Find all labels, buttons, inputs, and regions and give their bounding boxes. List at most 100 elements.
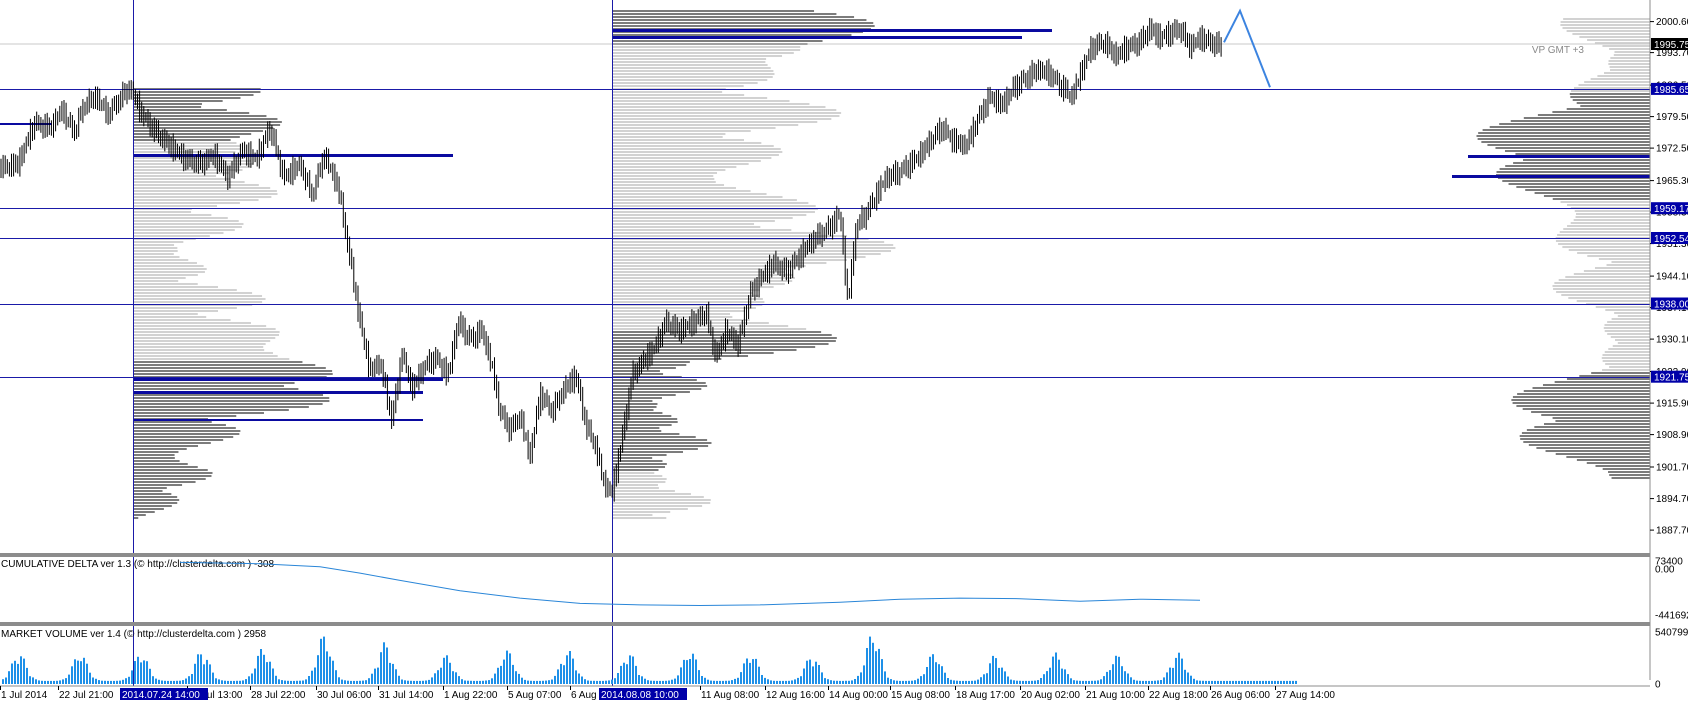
volume-bar <box>491 678 493 684</box>
volume-bar <box>647 680 649 684</box>
volume-profile-2-row <box>612 217 793 219</box>
volume-bar <box>1250 680 1252 684</box>
volume-profile-2-row <box>612 397 662 399</box>
volume-bar <box>1061 668 1063 684</box>
volume-bar <box>311 670 313 684</box>
volume-bar <box>515 671 517 684</box>
volume-bar <box>344 680 346 684</box>
volume-bar <box>359 680 361 684</box>
volume-profile-1-row <box>133 283 198 285</box>
right-profile-row <box>1572 33 1650 35</box>
volume-profile-2-row <box>612 505 703 507</box>
right-profile-row <box>1555 453 1650 455</box>
volume-profile-1-row <box>133 406 309 408</box>
time-tick-label: 14 Aug 00:00 <box>829 690 888 701</box>
volume-bar <box>566 655 568 684</box>
volume-bar <box>1244 680 1246 684</box>
volume-bar <box>1115 655 1117 684</box>
volume-bar <box>194 663 196 684</box>
cumulative-delta-line <box>179 561 1201 607</box>
volume-bar <box>128 676 130 684</box>
volume-bar <box>407 680 409 684</box>
volume-bar <box>308 676 310 684</box>
volume-profile-1-row <box>133 106 202 108</box>
time-tick-label: 31 Jul 14:00 <box>379 690 434 701</box>
volume-profile-1-row <box>133 511 155 513</box>
volume-profile-1-row <box>133 205 217 207</box>
volume-profile-2-row <box>612 223 755 225</box>
volume-bar <box>482 680 484 684</box>
volume-profile-1-row <box>133 487 167 489</box>
volume-bar <box>953 680 955 684</box>
volume-bar <box>590 680 592 684</box>
volume-bar <box>542 680 544 684</box>
right-profile-row <box>1617 342 1650 344</box>
volume-bar <box>965 680 967 684</box>
volume-profile-1-row <box>133 424 226 426</box>
volume-bar <box>1214 680 1216 684</box>
right-profile-row <box>1607 333 1650 335</box>
volume-profile-2-row <box>612 322 769 324</box>
volume-bar <box>929 656 931 684</box>
right-profile-row <box>1568 297 1650 299</box>
volume-bar <box>1256 680 1258 684</box>
volume-profile-1-row <box>133 193 278 195</box>
volume-bar <box>1022 680 1024 684</box>
volume-bar <box>539 680 541 684</box>
volume-bar <box>803 668 805 684</box>
volume-bar <box>170 680 172 684</box>
volume-profiles <box>0 10 1650 519</box>
volume-profile-2-row <box>612 16 855 18</box>
volume-bar <box>494 673 496 684</box>
level-tag-label: 1952.54 <box>1654 234 1688 245</box>
volume-bar <box>77 660 79 684</box>
right-profile-row <box>1552 111 1650 113</box>
level-tag-label: 1938.00 <box>1654 300 1688 311</box>
volume-profile-1-row <box>133 436 234 438</box>
volume-bar <box>611 679 613 684</box>
volume-profile-2-row <box>612 76 773 78</box>
volume-bar <box>872 642 874 684</box>
volume-bar <box>1277 680 1279 684</box>
volume-bar <box>1217 680 1219 684</box>
volume-profile-1-row <box>133 259 189 261</box>
volume-bar <box>671 679 673 684</box>
volume-bar <box>434 673 436 684</box>
right-profile-row <box>1608 348 1650 350</box>
right-profile-row <box>1608 471 1650 473</box>
volume-profile-1-row <box>133 94 254 96</box>
volume-bar <box>1265 680 1267 684</box>
volume-profile-2-row <box>612 58 767 60</box>
volume-bar <box>1097 680 1099 684</box>
volume-profile-2-row <box>612 424 672 426</box>
volume-bar <box>161 680 163 684</box>
volume-bar <box>668 680 670 684</box>
volume-bar <box>839 680 841 684</box>
volume-profile-2-row <box>612 274 793 276</box>
right-profile-row <box>1590 78 1650 80</box>
volume-bar <box>260 649 262 684</box>
volume-bar <box>470 680 472 684</box>
volume-bar <box>305 679 307 684</box>
volume-bar <box>134 661 136 684</box>
volume-bar <box>149 668 151 684</box>
volume-profile-1-row <box>133 517 139 519</box>
volume-bar <box>884 671 886 684</box>
volume-bar <box>719 680 721 684</box>
volume-bar <box>1292 680 1294 684</box>
right-profile-row <box>1577 252 1650 254</box>
volume-bar <box>1169 667 1171 684</box>
volume-profile-1-row <box>133 298 266 300</box>
volume-profile-2-row <box>612 463 667 465</box>
volume-bar <box>530 680 532 684</box>
right-profile-row <box>1520 438 1650 440</box>
volume-profile-1-row <box>133 250 178 252</box>
volume-bar <box>416 680 418 684</box>
volume-bar <box>584 679 586 684</box>
price-tick-label: 1944.10 <box>1656 272 1688 283</box>
volume-bar <box>488 680 490 684</box>
volume-bar <box>425 680 427 684</box>
volume-profile-2-row <box>612 25 875 27</box>
volume-bar <box>959 680 961 684</box>
volume-bar <box>791 680 793 684</box>
